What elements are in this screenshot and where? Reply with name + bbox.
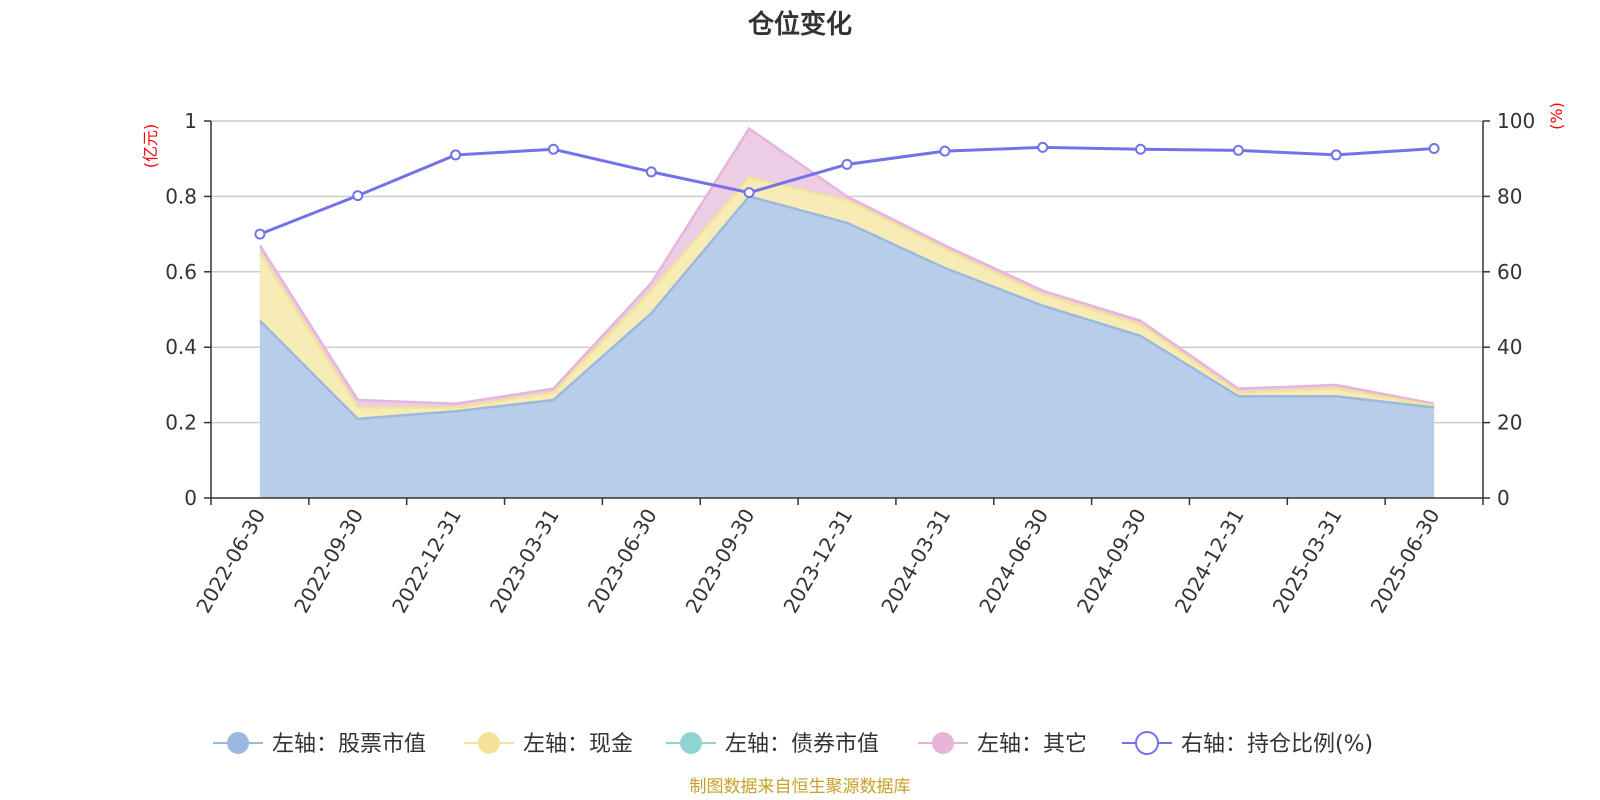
left-tick-label: 0.4 <box>165 335 197 359</box>
area-edge-3 <box>258 126 1435 406</box>
left-tick-label: 0.2 <box>165 411 197 435</box>
ratio-point <box>254 228 266 240</box>
ratio-point <box>645 166 657 178</box>
legend-item[interactable]: 左轴：股票市值 <box>213 732 426 757</box>
legend-item[interactable]: 右轴：持仓比例(%) <box>1122 731 1373 757</box>
ratio-point <box>939 145 951 157</box>
legend-label: 左轴：现金 <box>523 732 633 757</box>
legend-marker <box>932 732 954 754</box>
ratio-point <box>547 143 559 155</box>
ratio-point <box>1428 143 1440 155</box>
right-axis-unit: (%) <box>1547 102 1566 130</box>
legend-marker <box>1135 731 1159 755</box>
ratio-point <box>1232 144 1244 156</box>
x-tick-label: 2023-06-30 <box>583 505 662 618</box>
ratio-point <box>1037 141 1049 153</box>
legend-label: 左轴：债券市值 <box>725 732 879 757</box>
x-tick-label: 2024-03-31 <box>876 505 955 618</box>
right-tick-label: 80 <box>1497 184 1522 208</box>
holding-ratio-line <box>254 141 1440 240</box>
x-tick-label: 2022-09-30 <box>289 505 368 618</box>
ratio-point <box>743 187 755 199</box>
ratio-point <box>841 158 853 170</box>
legend-item[interactable]: 左轴：债券市值 <box>666 732 879 757</box>
area-0 <box>259 196 1435 498</box>
ratio-point <box>1135 143 1147 155</box>
x-tick-label: 2023-12-31 <box>778 505 857 618</box>
x-tick-label: 2024-12-31 <box>1170 505 1249 618</box>
left-tick-label: 0 <box>184 486 197 510</box>
legend-label: 左轴：其它 <box>977 732 1087 757</box>
data-source-note: 制图数据来自恒生聚源数据库 <box>690 777 911 797</box>
legend-item[interactable]: 左轴：现金 <box>464 732 633 757</box>
right-tick-label: 0 <box>1497 486 1510 510</box>
x-tick-label: 2025-06-30 <box>1366 505 1445 618</box>
chart-title: 仓位变化 <box>747 9 852 40</box>
left-axis-unit: (亿元) <box>141 124 160 169</box>
legend-marker <box>227 732 249 754</box>
x-tick-label: 2022-06-30 <box>191 505 270 618</box>
left-tick-label: 1 <box>184 109 197 133</box>
right-tick-label: 60 <box>1497 260 1522 284</box>
legend-label: 左轴：股票市值 <box>272 732 426 757</box>
x-tick-label: 2022-12-31 <box>387 505 466 618</box>
legend-marker <box>478 732 500 754</box>
stacked-areas <box>258 126 1435 499</box>
area-edge-1 <box>258 176 1435 409</box>
ratio-point <box>450 149 462 161</box>
right-tick-label: 40 <box>1497 335 1522 359</box>
left-tick-label: 0.8 <box>165 184 197 208</box>
x-tick-label: 2023-09-30 <box>681 505 760 618</box>
legend-marker <box>680 732 702 754</box>
legend[interactable]: 左轴：股票市值 左轴：现金 左轴：债券市值 左轴：其它 右轴：持仓比例(%) <box>213 731 1373 757</box>
area-edge-0 <box>259 194 1435 421</box>
right-tick-label: 20 <box>1497 411 1522 435</box>
ratio-point <box>1330 149 1342 161</box>
x-tick-label: 2025-03-31 <box>1268 505 1347 618</box>
x-tick-label: 2023-03-31 <box>485 505 564 618</box>
right-tick-label: 100 <box>1497 109 1535 133</box>
ratio-point <box>352 190 364 202</box>
legend-label: 右轴：持仓比例(%) <box>1181 732 1373 757</box>
legend-item[interactable]: 左轴：其它 <box>918 732 1087 757</box>
left-tick-label: 0.6 <box>165 260 197 284</box>
x-tick-label: 2024-09-30 <box>1072 505 1151 618</box>
x-tick-label: 2024-06-30 <box>974 505 1053 618</box>
